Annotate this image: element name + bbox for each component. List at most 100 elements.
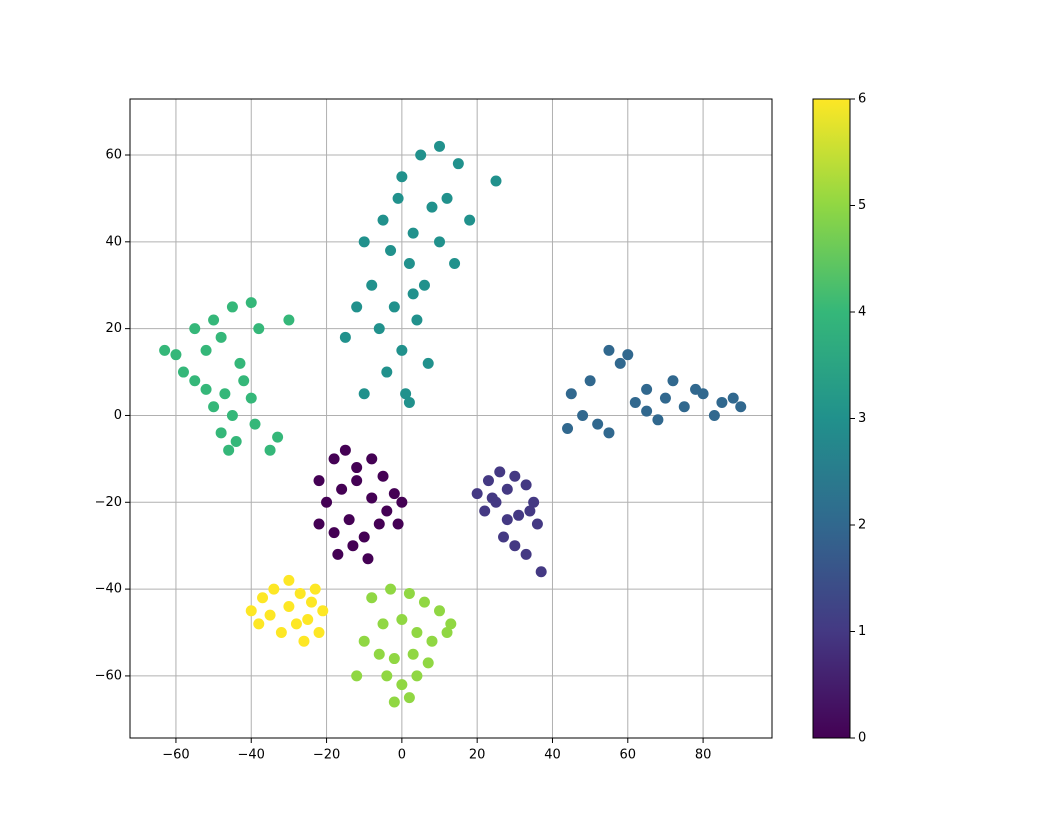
point (264, 609, 276, 621)
point (388, 653, 400, 665)
point (392, 192, 404, 204)
point (524, 505, 536, 517)
point (377, 618, 389, 630)
point (434, 140, 446, 152)
point (268, 583, 280, 595)
point (396, 496, 408, 508)
point (219, 388, 231, 400)
point (562, 422, 574, 434)
point (366, 279, 378, 291)
point (385, 583, 397, 595)
point (245, 392, 257, 404)
point (290, 618, 302, 630)
point (377, 470, 389, 482)
point (396, 171, 408, 183)
point (501, 483, 513, 495)
point (509, 470, 521, 482)
colorbar-tick-label: 0 (858, 731, 866, 746)
x-tick-label: −20 (313, 748, 340, 763)
y-tick-label: −20 (95, 495, 122, 510)
point (520, 479, 532, 491)
point (208, 314, 220, 326)
point (479, 505, 491, 517)
point (347, 540, 359, 552)
point (531, 518, 543, 530)
point (411, 314, 423, 326)
point (641, 383, 653, 395)
point (351, 670, 363, 682)
point (486, 492, 498, 504)
point (434, 236, 446, 248)
point (584, 375, 596, 387)
point (215, 427, 227, 439)
point (407, 227, 419, 239)
point (339, 331, 351, 343)
x-tick-label: 60 (620, 748, 637, 763)
point (170, 349, 182, 361)
point (426, 635, 438, 647)
point (528, 496, 540, 508)
point (189, 323, 201, 335)
colorbar-tick-label: 6 (858, 92, 866, 107)
x-tick-label: 20 (469, 748, 486, 763)
point (159, 344, 171, 356)
point (490, 175, 502, 187)
point (411, 627, 423, 639)
point (238, 375, 250, 387)
point (245, 297, 257, 309)
point (313, 627, 325, 639)
point (392, 518, 404, 530)
point (215, 331, 227, 343)
point (358, 635, 370, 647)
point (226, 301, 238, 313)
point (358, 531, 370, 543)
point (403, 692, 415, 704)
point (501, 514, 513, 526)
point (441, 192, 453, 204)
point (577, 409, 589, 421)
point (358, 388, 370, 400)
point (358, 236, 370, 248)
point (230, 436, 242, 448)
point (603, 427, 615, 439)
point (189, 375, 201, 387)
point (373, 518, 385, 530)
point (328, 453, 340, 465)
point (509, 540, 521, 552)
y-tick-label: −40 (95, 582, 122, 597)
colorbar-tick-label: 3 (858, 411, 866, 426)
point (388, 301, 400, 313)
point (659, 392, 671, 404)
x-tick-label: 0 (398, 748, 406, 763)
point (513, 509, 525, 521)
point (373, 648, 385, 660)
point (339, 444, 351, 456)
point (351, 475, 363, 487)
point (403, 258, 415, 270)
colorbar-tick-label: 1 (858, 624, 866, 639)
point (708, 409, 720, 421)
point (377, 214, 389, 226)
point (396, 679, 408, 691)
point (223, 444, 235, 456)
point (396, 344, 408, 356)
point (343, 514, 355, 526)
point (366, 453, 378, 465)
point (690, 383, 702, 395)
point (309, 583, 321, 595)
point (727, 392, 739, 404)
point (494, 466, 506, 478)
x-tick-label: 40 (544, 748, 561, 763)
points (159, 140, 747, 708)
y-tick-label: 20 (105, 321, 122, 336)
point (351, 462, 363, 474)
point (452, 158, 464, 170)
point (422, 657, 434, 669)
point (328, 527, 340, 539)
y-tick-label: 60 (105, 147, 122, 162)
point (418, 596, 430, 608)
point (415, 149, 427, 161)
point (418, 279, 430, 291)
point (434, 605, 446, 617)
point (200, 344, 212, 356)
